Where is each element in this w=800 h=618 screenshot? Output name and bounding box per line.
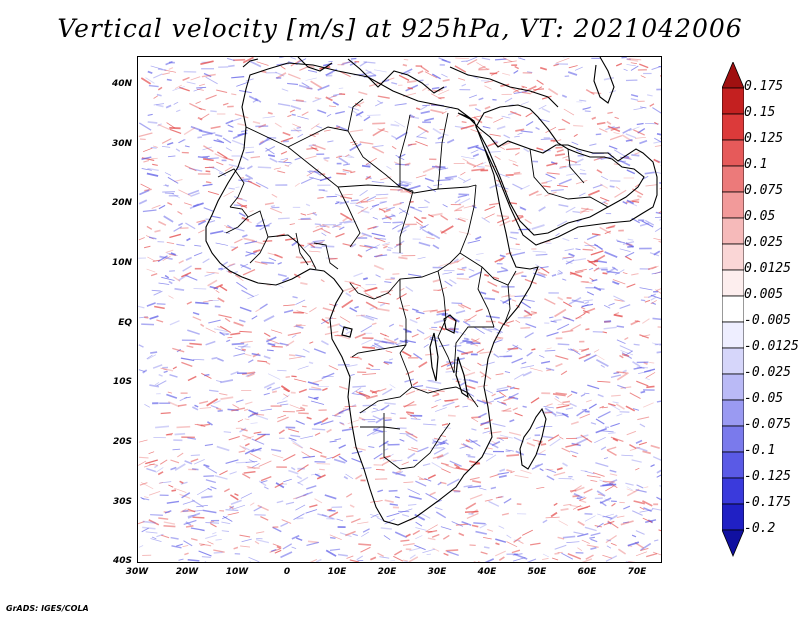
colorbar-label-0: 0.175 bbox=[744, 79, 784, 94]
velocity-field-map bbox=[138, 57, 661, 562]
map-title: Vertical velocity [m/s] at 925hPa, VT: 2… bbox=[57, 14, 743, 43]
country-borders bbox=[217, 98, 609, 470]
colorbar-label-12: -0.05 bbox=[744, 391, 784, 406]
colorbar-cell-10 bbox=[722, 321, 744, 349]
colorbar-cell-8 bbox=[722, 269, 744, 297]
colorbar-cell-5 bbox=[722, 191, 744, 219]
lon-label-10w: 10W bbox=[225, 567, 249, 577]
lat-label-30n: 30N bbox=[111, 139, 132, 149]
colorbar-cell-9 bbox=[722, 295, 744, 323]
lon-label-30w: 30W bbox=[125, 567, 149, 577]
colorbar-cell-13 bbox=[722, 399, 744, 427]
lon-label-40e: 40E bbox=[477, 567, 497, 577]
colorbar-cell-0 bbox=[722, 62, 744, 89]
colorbar-cell-6 bbox=[722, 217, 744, 245]
colorbar-label-9: -0.005 bbox=[744, 313, 791, 328]
lon-label-50e: 50E bbox=[527, 567, 547, 577]
velocity-field-texture bbox=[138, 57, 661, 562]
colorbar-label-1: 0.15 bbox=[744, 105, 776, 120]
colorbar-cell-11 bbox=[722, 347, 744, 375]
lat-label-30s: 30S bbox=[112, 497, 132, 507]
colorbar-label-13: -0.075 bbox=[744, 417, 791, 432]
colorbar-label-16: -0.175 bbox=[744, 495, 791, 510]
lon-label-20w: 20W bbox=[175, 567, 199, 577]
land-features bbox=[205, 57, 658, 526]
africa-coastline bbox=[205, 62, 658, 526]
great-lakes bbox=[341, 314, 469, 399]
colorbar-cell-4 bbox=[722, 165, 744, 193]
lon-label-60e: 60E bbox=[577, 567, 597, 577]
colorbar-cell-12 bbox=[722, 373, 744, 401]
colorbar-label-6: 0.025 bbox=[744, 235, 784, 250]
colorbar bbox=[722, 62, 744, 557]
caspian-outline bbox=[593, 57, 615, 104]
lon-label-0: 0 bbox=[283, 567, 291, 577]
colorbar-cell-1 bbox=[722, 87, 744, 115]
lat-label-20s: 20S bbox=[112, 437, 132, 447]
lat-label-20n: 20N bbox=[111, 198, 132, 208]
lon-label-70e: 70E bbox=[627, 567, 647, 577]
lat-label-40s: 40S bbox=[112, 556, 132, 566]
colorbar-cell-17 bbox=[722, 503, 744, 531]
colorbar-cell-18 bbox=[722, 529, 744, 557]
colorbar-cell-3 bbox=[722, 139, 744, 167]
arabia-coastline bbox=[475, 104, 645, 236]
colorbar-label-15: -0.125 bbox=[744, 469, 791, 484]
lat-label-10s: 10S bbox=[112, 377, 132, 387]
colorbar-label-14: -0.1 bbox=[744, 443, 776, 458]
colorbar-cell-7 bbox=[722, 243, 744, 271]
colorbar-label-7: 0.0125 bbox=[744, 261, 791, 276]
grads-credit: GrADS: IGES/COLA bbox=[6, 604, 89, 613]
colorbar-cell-14 bbox=[722, 425, 744, 453]
colorbar-label-3: 0.1 bbox=[744, 157, 768, 172]
colorbar-label-17: -0.2 bbox=[744, 521, 776, 536]
madagascar-coastline bbox=[519, 407, 547, 470]
lat-label-10n: 10N bbox=[111, 258, 132, 268]
lon-label-30e: 30E bbox=[427, 567, 447, 577]
colorbar-label-11: -0.025 bbox=[744, 365, 791, 380]
europe-coastline bbox=[242, 57, 559, 108]
colorbar-label-10: -0.0125 bbox=[744, 339, 799, 354]
colorbar-label-5: 0.05 bbox=[744, 209, 776, 224]
colorbar-label-8: 0.005 bbox=[744, 287, 784, 302]
lon-label-10e: 10E bbox=[327, 567, 347, 577]
lon-label-20e: 20E bbox=[377, 567, 397, 577]
colorbar-label-4: 0.075 bbox=[744, 183, 784, 198]
colorbar-cell-15 bbox=[722, 451, 744, 479]
colorbar-cell-16 bbox=[722, 477, 744, 505]
colorbar-cell-2 bbox=[722, 113, 744, 141]
colorbar-label-2: 0.125 bbox=[744, 131, 784, 146]
lat-label-40n: 40N bbox=[111, 79, 132, 89]
map-panel bbox=[137, 56, 662, 563]
lat-label-eq: EQ bbox=[118, 318, 132, 328]
